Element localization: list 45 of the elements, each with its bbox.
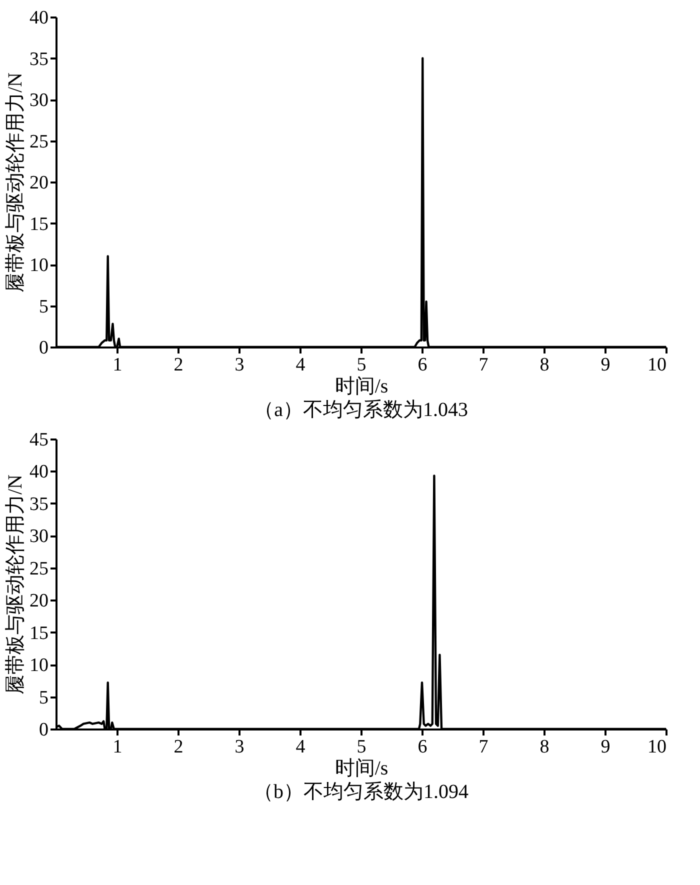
- x-tick-label: 4: [296, 354, 306, 376]
- text: （a）不均匀系数为1.043: [254, 399, 468, 421]
- text: （b）不均匀系数为1.094: [254, 781, 468, 803]
- x-tick-label: 5: [356, 736, 366, 758]
- x-tick-label: 3: [234, 736, 244, 758]
- y-tick-label: 35: [30, 494, 48, 515]
- y-tick-label: 15: [30, 622, 48, 644]
- y-tick-label: 30: [30, 90, 48, 111]
- y-tick-label: 5: [39, 687, 48, 708]
- x-tick-label: 7: [478, 354, 488, 376]
- x-tick-label: 3: [234, 354, 244, 376]
- y-tick-label: 0: [39, 720, 48, 740]
- x-tick-label: 2: [174, 736, 184, 758]
- x-axis-title: 时间/s: [334, 376, 388, 398]
- y-tick-label: 20: [30, 590, 48, 612]
- y-tick-label: 5: [39, 296, 48, 318]
- x-axis-title: 时间/s: [334, 758, 388, 780]
- x-tick-label: 10: [648, 354, 666, 376]
- y-tick-label: 40: [30, 462, 48, 483]
- y-tick-label: 45: [30, 430, 48, 450]
- y-tick-label: 25: [30, 131, 48, 152]
- x-tick-label: 8: [540, 736, 550, 758]
- x-tick-label: 9: [600, 354, 610, 376]
- y-tick-label: 15: [30, 214, 48, 235]
- x-tick-label: 7: [478, 736, 488, 758]
- x-tick-label: 4: [296, 736, 306, 758]
- y-tick-label: 20: [30, 172, 48, 194]
- y-tick-label: 10: [30, 655, 48, 676]
- x-tick-label: 2: [174, 354, 184, 376]
- x-tick-label: 1: [112, 354, 122, 376]
- y-axis-title: 履带板与驱动轮作用力/N: [4, 72, 26, 292]
- x-tick-label: 8: [540, 354, 550, 376]
- x-tick-label: 5: [356, 354, 366, 376]
- y-tick-label: 0: [39, 338, 48, 358]
- y-tick-label: 30: [30, 526, 48, 548]
- y-tick-label: 25: [30, 558, 48, 580]
- y-tick-label: 40: [30, 8, 48, 28]
- x-tick-label: 9: [600, 736, 610, 758]
- x-tick-label: 6: [418, 736, 428, 758]
- x-tick-label: 1: [112, 736, 122, 758]
- y-tick-label: 35: [30, 48, 48, 70]
- x-tick-label: 10: [648, 736, 666, 758]
- y-axis-title: 履带板与驱动轮作用力/N: [4, 474, 26, 694]
- x-tick-label: 6: [418, 354, 428, 376]
- y-tick-label: 10: [30, 255, 48, 276]
